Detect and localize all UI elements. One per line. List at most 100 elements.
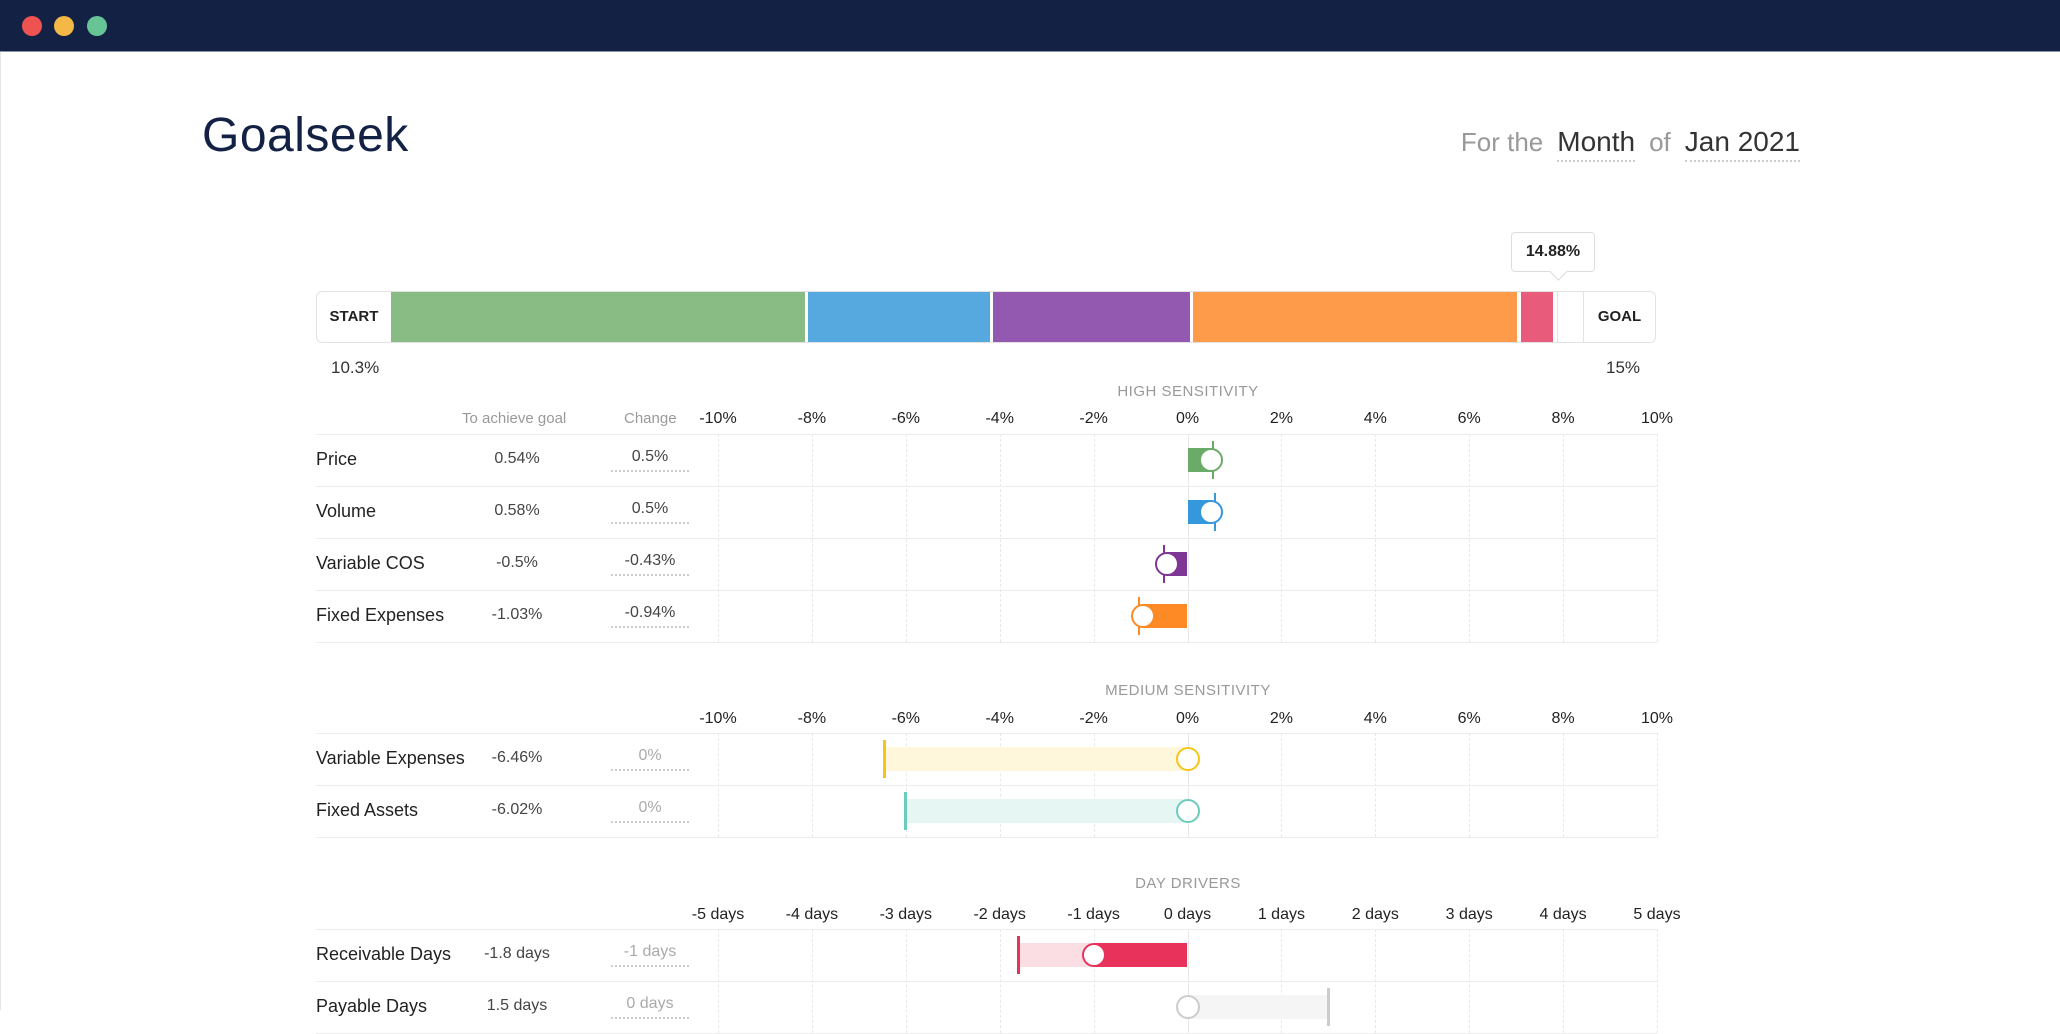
segment-volume[interactable] xyxy=(808,292,990,342)
medium-goal-marker xyxy=(883,740,887,778)
period-unit-dropdown[interactable]: Month xyxy=(1557,126,1636,162)
days-row-change-input[interactable]: -1 days xyxy=(611,943,689,967)
medium-axis-tick: -2% xyxy=(1079,710,1108,727)
high-row-change-input[interactable]: -0.94% xyxy=(611,604,689,628)
start-label: START xyxy=(329,308,379,325)
high-row-divider xyxy=(316,434,1657,435)
days-axis-tick: 2 days xyxy=(1351,906,1399,923)
high-row-divider xyxy=(316,538,1657,539)
days-axis-tick: 0 days xyxy=(1163,906,1212,923)
medium-row-goal-value: -6.02% xyxy=(491,801,543,818)
days-goal-marker xyxy=(1327,988,1331,1026)
high-row-goal-value: 0.54% xyxy=(494,450,540,467)
maximize-window-button[interactable] xyxy=(87,16,107,36)
segment-fixed-expenses[interactable] xyxy=(1193,292,1517,342)
col-to-achieve-goal: To achieve goal xyxy=(462,410,567,427)
period-value-dropdown[interactable]: Jan 2021 xyxy=(1684,126,1800,162)
period-selector: For the Month of Jan 2021 xyxy=(1461,126,1800,162)
days-row-label: Payable Days xyxy=(316,996,428,1016)
medium-axis-tick: -8% xyxy=(797,710,827,727)
segment-variable-cos[interactable] xyxy=(993,292,1190,342)
high-row-label: Variable COS xyxy=(316,553,425,573)
high-sensitivity-title: HIGH SENSITIVITY xyxy=(1117,383,1259,400)
start-value: 10.3% xyxy=(331,358,380,377)
medium-gridline xyxy=(1657,733,1658,837)
window-titlebar xyxy=(0,0,2060,52)
high-axis-tick: -2% xyxy=(1079,410,1108,427)
segment-price[interactable] xyxy=(391,292,805,342)
medium-row-divider xyxy=(316,785,1657,786)
medium-sensitivity-title: MEDIUM SENSITIVITY xyxy=(1105,682,1271,699)
medium-row-divider xyxy=(316,837,1657,838)
col-change: Change xyxy=(624,410,677,427)
projected-value-tooltip: 14.88% xyxy=(1511,232,1595,272)
days-slider-handle[interactable] xyxy=(1081,943,1106,967)
high-axis-tick: 2% xyxy=(1269,410,1293,427)
days-axis-tick: -2 days xyxy=(973,906,1026,923)
medium-axis-tick: 8% xyxy=(1551,710,1575,727)
minimize-window-button[interactable] xyxy=(54,16,74,36)
high-axis-tick: -10% xyxy=(699,410,737,427)
medium-axis-tick: 0% xyxy=(1175,710,1200,727)
high-row-divider xyxy=(316,590,1657,591)
days-slider-handle[interactable] xyxy=(1175,995,1200,1019)
high-row-goal-value: -0.5% xyxy=(496,554,538,571)
days-axis-tick: -1 days xyxy=(1067,906,1120,923)
high-axis-tick: -4% xyxy=(985,410,1014,427)
days-gridline xyxy=(1657,929,1658,1033)
high-row-goal-value: -1.03% xyxy=(491,606,543,623)
medium-goal-range xyxy=(904,799,1188,823)
days-axis-tick: -3 days xyxy=(879,906,933,923)
high-row-divider xyxy=(316,642,1657,643)
days-axis-tick: 5 days xyxy=(1633,906,1681,923)
high-axis-tick: 6% xyxy=(1457,410,1481,427)
day-drivers-title: DAY DRIVERS xyxy=(1135,875,1241,892)
medium-row-change-input[interactable]: 0% xyxy=(611,799,689,823)
high-row-label: Volume xyxy=(316,501,377,521)
high-row-goal-value: 0.58% xyxy=(494,502,540,519)
medium-axis-tick: 4% xyxy=(1363,710,1387,727)
medium-axis-tick: -10% xyxy=(699,710,737,727)
high-axis-tick: -8% xyxy=(797,410,827,427)
days-axis-tick: -5 days xyxy=(691,906,745,923)
goal-value: 15% xyxy=(1606,358,1641,377)
medium-row-label: Fixed Assets xyxy=(316,800,419,820)
high-row-label: Fixed Expenses xyxy=(316,605,445,625)
days-row-change-input[interactable]: 0 days xyxy=(611,995,689,1019)
days-axis-tick: 3 days xyxy=(1445,906,1493,923)
medium-row-goal-value: -6.46% xyxy=(491,749,543,766)
high-slider-handle[interactable] xyxy=(1198,500,1223,524)
high-row-label: Price xyxy=(316,449,358,469)
high-row-change-input[interactable]: 0.5% xyxy=(611,448,689,472)
medium-axis-tick: -6% xyxy=(891,710,921,727)
high-axis-tick: -6% xyxy=(891,410,921,427)
high-gridline xyxy=(1657,434,1658,642)
medium-slider-handle[interactable] xyxy=(1175,799,1200,823)
days-row-label: Receivable Days xyxy=(316,944,452,964)
high-axis-tick: 0% xyxy=(1175,410,1200,427)
segment-other[interactable] xyxy=(1521,292,1553,342)
medium-row-change-input[interactable]: 0% xyxy=(611,747,689,771)
high-slider-handle[interactable] xyxy=(1198,448,1223,472)
high-slider-handle[interactable] xyxy=(1155,552,1180,576)
high-slider-handle[interactable] xyxy=(1131,604,1156,628)
days-change-bar xyxy=(1093,943,1188,967)
medium-row-label: Variable Expenses xyxy=(316,748,465,768)
close-window-button[interactable] xyxy=(22,16,42,36)
days-row-goal-value: 1.5 days xyxy=(486,997,548,1014)
medium-axis-tick: 2% xyxy=(1269,710,1293,727)
days-axis-tick: -4 days xyxy=(785,906,839,923)
days-row-divider xyxy=(316,981,1657,982)
medium-row-divider xyxy=(316,733,1657,734)
high-row-change-input[interactable]: -0.43% xyxy=(611,552,689,576)
high-row-change-input[interactable]: 0.5% xyxy=(611,500,689,524)
medium-axis-tick: 6% xyxy=(1457,710,1481,727)
period-of-label: of xyxy=(1649,127,1671,157)
medium-slider-handle[interactable] xyxy=(1175,747,1200,771)
segment-remaining xyxy=(1557,292,1583,342)
goal-label: GOAL xyxy=(1583,292,1655,342)
days-goal-range xyxy=(1187,995,1329,1019)
days-row-goal-value: -1.8 days xyxy=(484,945,550,962)
medium-goal-range xyxy=(884,747,1188,771)
days-goal-marker xyxy=(1017,936,1021,974)
